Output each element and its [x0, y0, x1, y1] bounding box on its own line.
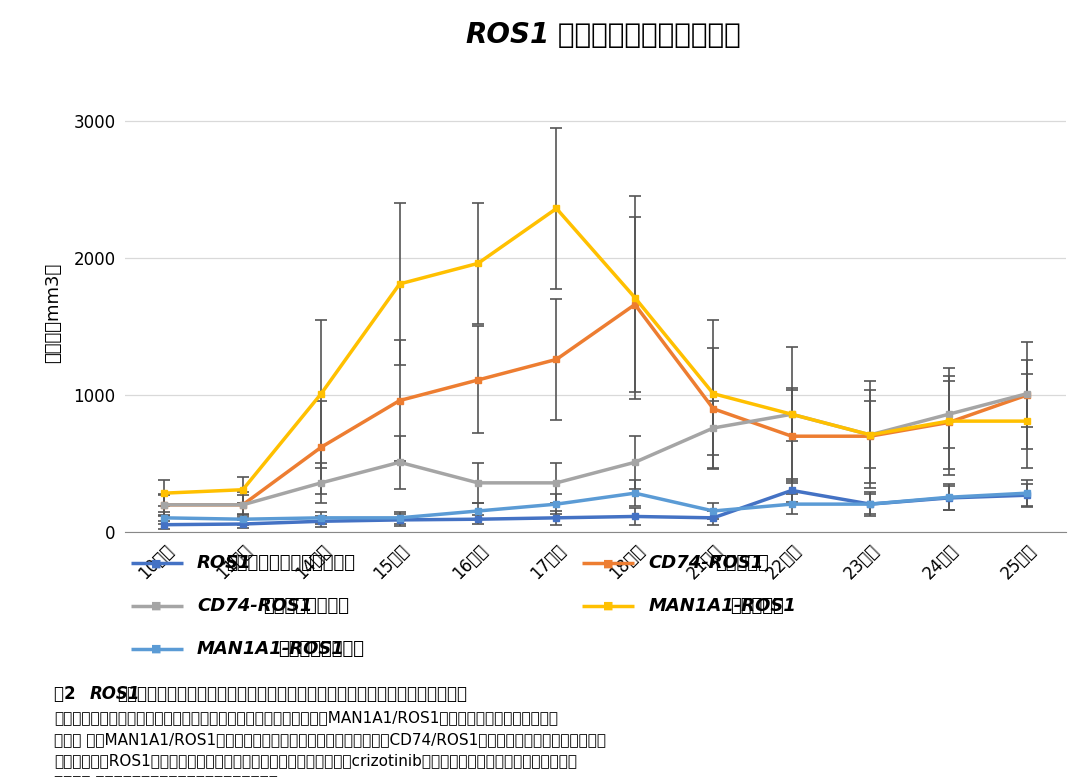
- Text: ■: ■: [151, 559, 162, 568]
- Text: （クリゾチニブ）: （クリゾチニブ）: [263, 597, 349, 615]
- Text: ■: ■: [151, 601, 162, 611]
- Text: ROS1: ROS1: [466, 21, 549, 49]
- Text: ROS1: ROS1: [197, 554, 251, 573]
- Text: （薬無し）: （薬無し）: [715, 554, 769, 573]
- Text: 図2: 図2: [54, 685, 94, 703]
- Text: 融合遺伝子の癌化能とマルチキナーゼ阻害薬クリゾチニブの細胞増殖抑制効果: 融合遺伝子の癌化能とマルチキナーゼ阻害薬クリゾチニブの細胞増殖抑制効果: [118, 685, 468, 703]
- Text: CD74-ROS1: CD74-ROS1: [197, 597, 312, 615]
- Text: 平滑筋肉腫に同定された新規チロシンキナーゼ融合遺伝子であるMAN1A1/ROS1融合遺伝子の癌化能を検証し
たとこ ろ、MAN1A1/ROS1融合遺伝子は肺がん: 平滑筋肉腫に同定された新規チロシンキナーゼ融合遺伝子であるMAN1A1/ROS1…: [54, 710, 606, 777]
- Text: 融合遺伝子腫瘍の腫瘍径: 融合遺伝子腫瘍の腫瘍径: [549, 21, 741, 49]
- Text: MAN1A1-ROS1: MAN1A1-ROS1: [197, 639, 345, 658]
- Text: ■: ■: [151, 644, 162, 653]
- Text: （薬無し）: （薬無し）: [730, 597, 783, 615]
- Y-axis label: 腫瘍量（mm3）: 腫瘍量（mm3）: [45, 263, 62, 363]
- Text: （クリゾチニブ）: （クリゾチニブ）: [279, 639, 364, 658]
- Text: ■: ■: [603, 601, 614, 611]
- Text: ■: ■: [603, 559, 614, 568]
- Text: （非融合遺伝子・薬無し）: （非融合遺伝子・薬無し）: [226, 554, 356, 573]
- Text: CD74-ROS1: CD74-ROS1: [648, 554, 764, 573]
- Text: MAN1A1-ROS1: MAN1A1-ROS1: [648, 597, 796, 615]
- Text: ROS1: ROS1: [89, 685, 139, 703]
